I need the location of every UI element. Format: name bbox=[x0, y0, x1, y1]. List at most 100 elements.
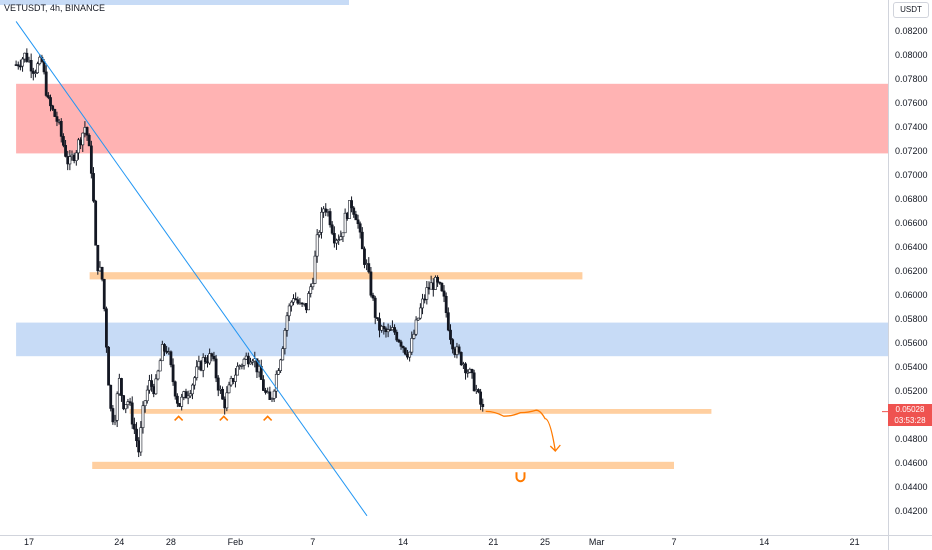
candle-bear bbox=[330, 224, 334, 234]
candle-bear bbox=[44, 71, 48, 96]
candle-bull bbox=[191, 384, 194, 395]
candle-bull bbox=[309, 286, 313, 294]
candle-bull bbox=[283, 330, 287, 349]
candle-bear bbox=[378, 318, 381, 331]
candle-bear bbox=[442, 290, 446, 297]
candle-bear bbox=[105, 308, 108, 348]
candle-bear bbox=[393, 327, 396, 333]
y-tick-label: 0.05800 bbox=[895, 314, 928, 324]
candle-bull bbox=[320, 211, 323, 233]
candle-bear bbox=[51, 105, 55, 110]
candle-bear bbox=[221, 388, 224, 400]
x-tick-label: 14 bbox=[398, 537, 408, 547]
candle-bear bbox=[350, 200, 353, 209]
candle-bear bbox=[375, 317, 379, 319]
x-tick-label: 21 bbox=[488, 537, 498, 547]
candle-bear bbox=[55, 116, 59, 122]
candle-bear bbox=[294, 298, 298, 300]
candle-bear bbox=[214, 358, 218, 379]
candle-bull bbox=[311, 283, 315, 288]
candle-bear bbox=[212, 355, 216, 360]
x-tick-label: 25 bbox=[540, 537, 550, 547]
candle-bull bbox=[74, 152, 78, 162]
candle-bull bbox=[270, 398, 274, 400]
candle-bear bbox=[169, 351, 173, 366]
y-tick-label: 0.06600 bbox=[895, 218, 928, 228]
candle-bull bbox=[418, 307, 422, 319]
candle-bear bbox=[470, 369, 474, 374]
zones-layer bbox=[0, 0, 889, 469]
candle-bear bbox=[49, 97, 52, 107]
candle-bear bbox=[261, 379, 265, 391]
x-tick-label: 14 bbox=[759, 537, 769, 547]
y-tick-label: 0.04200 bbox=[895, 506, 928, 516]
last-price-tag: 0.05028 03:53:28 bbox=[888, 404, 932, 426]
candle-bear bbox=[371, 294, 375, 299]
candle-bear bbox=[464, 363, 467, 374]
candle-bear bbox=[395, 331, 399, 341]
candle-bear bbox=[367, 263, 371, 273]
low-level bbox=[92, 461, 674, 469]
candle-bear bbox=[328, 211, 332, 226]
candle-bear bbox=[203, 357, 207, 362]
candle-bull bbox=[408, 351, 412, 358]
candle-bear bbox=[479, 391, 482, 405]
candle-bull bbox=[234, 374, 237, 382]
candle-bull bbox=[249, 361, 252, 365]
candle-bear bbox=[373, 297, 377, 318]
candle-bear bbox=[363, 248, 366, 265]
x-tick-label: 24 bbox=[114, 537, 124, 547]
candle-bear bbox=[459, 352, 463, 366]
candle-bull bbox=[272, 390, 276, 399]
chevron-up-icon bbox=[263, 415, 273, 421]
candle-bear bbox=[87, 134, 91, 147]
candle-bull bbox=[341, 232, 345, 237]
candle-bull bbox=[251, 360, 255, 363]
y-tick-label: 0.06400 bbox=[895, 242, 928, 252]
candle-bear bbox=[451, 339, 455, 350]
currency-label[interactable]: USDT bbox=[893, 2, 929, 18]
candle-bear bbox=[42, 61, 46, 73]
candle-bear bbox=[85, 127, 89, 136]
candle-bull bbox=[21, 58, 24, 67]
candle-bear bbox=[268, 391, 272, 400]
candle-bull bbox=[201, 357, 205, 371]
magnet-icon bbox=[515, 472, 526, 483]
candle-bear bbox=[120, 378, 123, 396]
candle-bull bbox=[160, 344, 164, 362]
candle-bear bbox=[31, 70, 35, 74]
candle-bull bbox=[279, 359, 283, 371]
candle-bull bbox=[412, 333, 416, 339]
candle-bear bbox=[210, 353, 214, 357]
candle-bear bbox=[358, 223, 362, 233]
projection-arrowhead bbox=[549, 444, 561, 452]
chevron-up-icon bbox=[219, 415, 229, 421]
symbol-label: VETUSDT, 4h, BINANCE bbox=[4, 3, 106, 13]
candle-bull bbox=[313, 255, 317, 284]
candle-bear bbox=[132, 423, 136, 430]
y-tick-label: 0.07400 bbox=[895, 122, 928, 132]
candle-bear bbox=[356, 219, 360, 225]
candle-bear bbox=[122, 395, 126, 410]
candle-bear bbox=[135, 428, 138, 442]
candle-bear bbox=[449, 329, 452, 340]
candle-bear bbox=[264, 390, 267, 393]
candle-bear bbox=[59, 120, 63, 137]
y-tick-label: 0.07600 bbox=[895, 98, 928, 108]
y-tick-label: 0.05400 bbox=[895, 362, 928, 372]
candle-bull bbox=[193, 377, 196, 386]
candle-bear bbox=[53, 109, 57, 117]
candle-bear bbox=[100, 266, 104, 280]
candle-bear bbox=[481, 404, 485, 407]
candle-bull bbox=[425, 287, 429, 300]
candle-bull bbox=[139, 427, 143, 453]
candle-bull bbox=[158, 360, 162, 372]
candle-bear bbox=[216, 377, 220, 391]
candle-bull bbox=[343, 212, 347, 234]
candle-bear bbox=[171, 364, 175, 383]
candle-bear bbox=[444, 295, 448, 313]
candle-bull bbox=[156, 370, 160, 380]
candle-bull bbox=[337, 239, 341, 241]
